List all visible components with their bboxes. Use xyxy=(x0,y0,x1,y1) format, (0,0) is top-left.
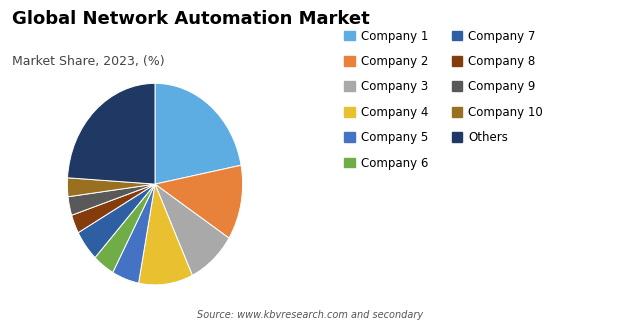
Legend: Company 1, Company 2, Company 3, Company 4, Company 5, Company 6, Company 7, Com: Company 1, Company 2, Company 3, Company… xyxy=(341,26,547,173)
Wedge shape xyxy=(68,184,155,215)
Text: Source: www.kbvresearch.com and secondary: Source: www.kbvresearch.com and secondar… xyxy=(197,310,423,320)
Wedge shape xyxy=(155,83,241,184)
Wedge shape xyxy=(78,184,155,257)
Wedge shape xyxy=(95,184,155,272)
Wedge shape xyxy=(139,184,192,285)
Wedge shape xyxy=(68,83,155,184)
Text: Global Network Automation Market: Global Network Automation Market xyxy=(12,10,370,28)
Wedge shape xyxy=(155,165,242,238)
Wedge shape xyxy=(72,184,155,233)
Wedge shape xyxy=(113,184,155,283)
Wedge shape xyxy=(155,184,229,275)
Wedge shape xyxy=(68,178,155,197)
Text: Market Share, 2023, (%): Market Share, 2023, (%) xyxy=(12,55,165,68)
